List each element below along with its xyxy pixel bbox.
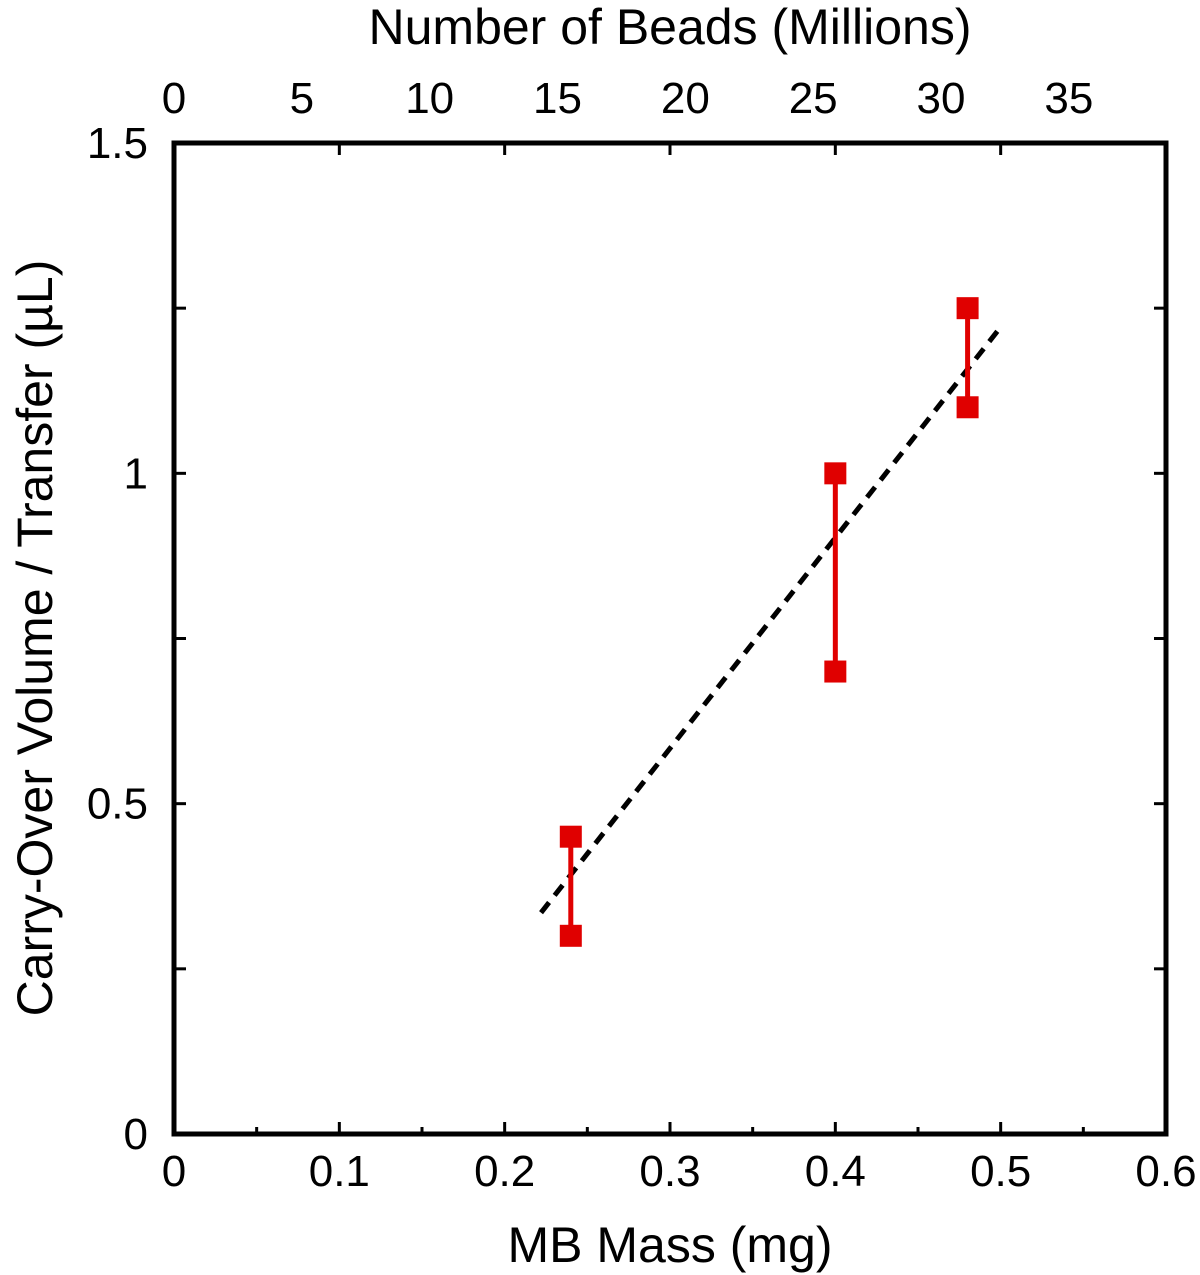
x-tick-label: 0.3: [639, 1147, 700, 1196]
x2-axis-title: Number of Beads (Millions): [369, 0, 972, 55]
x-tick-label: 0: [162, 1147, 186, 1196]
x-tick-label: 0.6: [1135, 1147, 1196, 1196]
x2-tick-label: 20: [661, 74, 710, 123]
x2-tick-label: 0: [162, 74, 186, 123]
range-marker-low: [824, 660, 847, 683]
x-axis-title: MB Mass (mg): [508, 1217, 833, 1273]
range-marker-high: [824, 462, 847, 485]
x2-tick-label: 35: [1044, 74, 1093, 123]
range-marker-low: [559, 924, 582, 947]
x2-tick-label: 15: [533, 74, 582, 123]
range-marker-high: [956, 297, 979, 320]
x-tick-label: 0.2: [474, 1147, 535, 1196]
range-marker-high: [559, 825, 582, 848]
y-tick-label: 0: [124, 1110, 148, 1159]
x-tick-label: 0.1: [309, 1147, 370, 1196]
plot-frame: [171, 140, 1169, 1137]
y-tick-label: 0.5: [87, 780, 148, 829]
chart-marks: 0 0.1 0.2 0.3 0.4 0.5 0.6 0 5 10 15 20 25 30 35 0 0.5 1 1.…: [87, 74, 1197, 1196]
y-tick-label: 1: [124, 449, 148, 498]
x2-tick-label: 5: [290, 74, 314, 123]
x2-tick-label: 10: [405, 74, 454, 123]
x-tick-label: 0.5: [970, 1147, 1031, 1196]
x2-tick-label: 30: [917, 74, 966, 123]
range-marker-low: [956, 396, 979, 419]
x-tick-label: 0.4: [805, 1147, 866, 1196]
y-axis-title: Carry-Over Volume / Transfer (µL): [7, 260, 63, 1017]
y-tick-label: 1.5: [87, 119, 148, 168]
x2-tick-label: 25: [789, 74, 838, 123]
fit-line: [539, 329, 1000, 915]
